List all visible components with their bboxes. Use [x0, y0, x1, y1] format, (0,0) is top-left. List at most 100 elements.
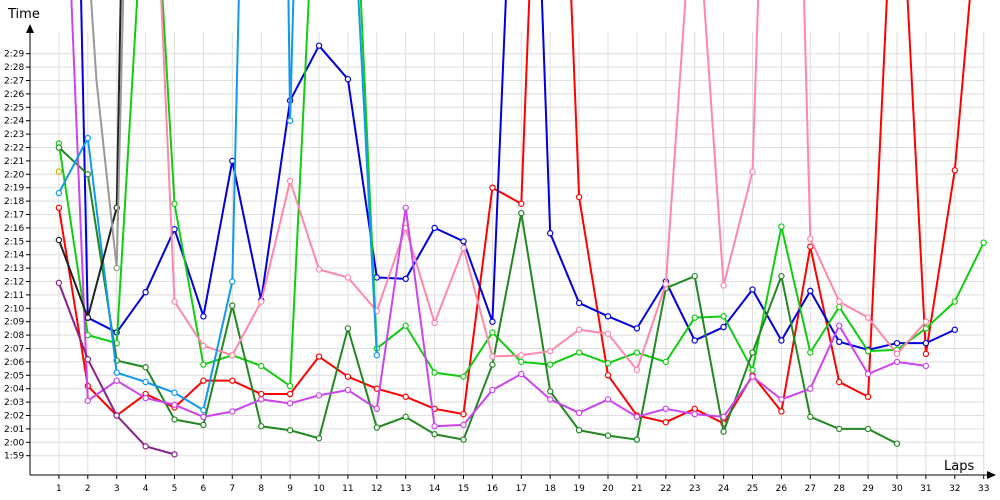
data-point — [200, 406, 207, 414]
data-point — [315, 392, 323, 399]
series-line — [57, 0, 971, 425]
data-point — [836, 303, 843, 311]
x-tick-label: 2 — [85, 484, 91, 494]
data-point — [171, 389, 178, 396]
x-tick-label: 30 — [891, 484, 903, 494]
data-point — [258, 390, 265, 398]
data-point — [373, 274, 380, 281]
data-point — [575, 409, 583, 417]
x-tick-label: 11 — [342, 484, 353, 494]
x-tick-label: 14 — [429, 484, 441, 494]
x-tick-label: 20 — [602, 484, 614, 494]
data-point — [171, 200, 178, 207]
x-tick-label: 10 — [313, 484, 325, 494]
series-4 — [55, 144, 901, 447]
data-point — [229, 302, 236, 309]
data-point — [864, 347, 872, 355]
y-tick-label: 2:07 — [4, 345, 24, 355]
data-point — [807, 349, 814, 356]
y-tick-label: 2:00 — [4, 438, 24, 448]
data-point — [807, 235, 814, 242]
data-point — [344, 373, 352, 380]
data-point — [113, 377, 120, 384]
x-tick-label: 1 — [56, 484, 62, 494]
data-point — [489, 329, 496, 336]
y-tick-label: 2:13 — [4, 264, 24, 274]
y-tick-label: 2:02 — [4, 412, 24, 422]
x-axis-arrow — [987, 471, 996, 479]
y-tick-label: 2:08 — [4, 331, 24, 341]
data-point — [633, 413, 641, 421]
data-point — [84, 397, 92, 404]
data-point — [489, 184, 496, 191]
x-tick-label: 32 — [949, 484, 960, 494]
data-point — [286, 382, 294, 390]
data-point — [431, 319, 438, 327]
series-line — [80, 0, 956, 351]
y-tick-label: 2:21 — [4, 157, 24, 167]
data-point — [922, 362, 930, 370]
series-8 — [55, 279, 178, 458]
data-point — [749, 168, 756, 175]
data-point — [142, 289, 149, 296]
data-point — [373, 424, 380, 431]
data-point — [55, 236, 63, 244]
data-point — [344, 325, 352, 332]
y-tick-label: 2:06 — [4, 358, 24, 368]
data-point — [864, 393, 872, 400]
data-point — [315, 42, 323, 49]
series-6 — [70, 0, 930, 430]
y-axis-arrow — [26, 24, 34, 33]
data-point — [84, 171, 92, 178]
y-tick-label: 2:28 — [4, 63, 24, 73]
data-point — [460, 436, 467, 443]
data-point — [691, 272, 698, 280]
data-point — [55, 168, 63, 175]
data-point — [229, 377, 236, 384]
data-point — [778, 223, 785, 230]
series-9 — [55, 0, 122, 321]
data-point — [55, 144, 63, 151]
series-layer — [55, 0, 987, 458]
x-tick-label: 13 — [400, 484, 411, 494]
data-point — [604, 360, 612, 367]
data-point — [864, 425, 872, 433]
series-7 — [55, 0, 380, 414]
data-point — [286, 390, 294, 398]
y-tick-label: 2:03 — [4, 398, 24, 408]
data-point — [778, 408, 785, 415]
series-2 — [80, 0, 959, 354]
data-point — [142, 364, 149, 371]
data-point — [171, 226, 178, 233]
data-point — [315, 266, 323, 273]
data-point — [200, 421, 207, 429]
y-tick-label: 2:20 — [4, 170, 24, 180]
data-point — [460, 238, 467, 245]
series-10 — [90, 0, 125, 272]
data-point — [200, 377, 207, 384]
data-point — [84, 314, 92, 321]
data-point — [547, 361, 554, 368]
y-tick-label: 2:24 — [4, 117, 24, 127]
data-point — [749, 366, 756, 374]
data-point — [373, 352, 380, 359]
y-tick-label: 2:25 — [4, 103, 24, 113]
y-tick-label: 2:23 — [4, 130, 24, 140]
data-point — [633, 349, 641, 356]
data-point — [778, 337, 785, 344]
data-point — [171, 416, 178, 423]
data-point — [286, 400, 294, 407]
data-point — [229, 278, 236, 285]
y-tick-label: 2:14 — [4, 251, 24, 261]
data-point — [575, 349, 583, 356]
data-point — [720, 282, 727, 289]
data-point — [749, 349, 756, 356]
series-11 — [55, 168, 63, 175]
data-point — [922, 325, 930, 332]
y-tick-label: 2:27 — [4, 77, 24, 87]
data-point — [518, 358, 525, 366]
data-point — [55, 279, 63, 287]
data-point — [807, 385, 814, 392]
y-tick-label: 2:18 — [4, 197, 24, 207]
y-tick-label: 2:29 — [4, 50, 24, 60]
